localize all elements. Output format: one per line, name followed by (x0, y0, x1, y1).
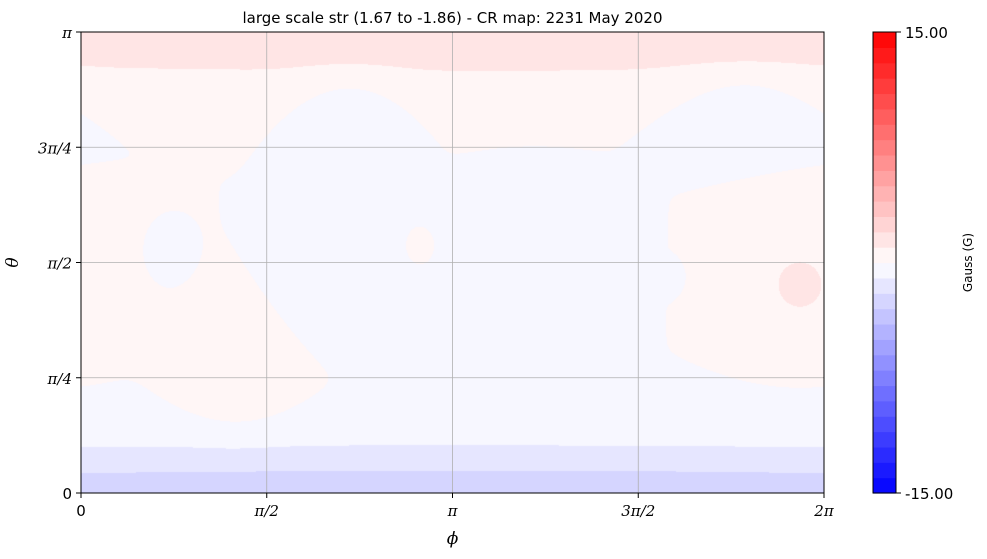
colorbar-band (873, 400, 896, 417)
y-tick-label: π/4 (47, 370, 72, 388)
colorbar-band (873, 477, 896, 494)
x-axis-label: ϕ (447, 529, 459, 549)
x-tick-label: 0 (76, 502, 86, 520)
colorbar-bands (873, 32, 896, 494)
colorbar-band (873, 32, 896, 48)
colorbar-band (873, 247, 896, 264)
colorbar: 15.00 -15.00 Gauss (G) (872, 24, 975, 503)
colorbar-band (873, 47, 896, 64)
colorbar-band (873, 216, 896, 233)
colorbar-band (873, 370, 896, 387)
colorbar-band (873, 293, 896, 310)
x-tick-label: π/2 (254, 502, 279, 520)
y-tick-label: π (61, 24, 73, 42)
colorbar-band (873, 308, 896, 325)
colorbar-label: Gauss (G) (961, 233, 975, 292)
colorbar-frame (872, 31, 897, 494)
y-tick-label: 0 (62, 485, 72, 503)
x-tick-label: 3π/2 (621, 502, 655, 520)
y-axis-label: θ (3, 257, 23, 267)
y-tick-label: π/2 (47, 255, 72, 273)
x-tick-label: 2π (813, 502, 835, 520)
colorbar-band (873, 277, 896, 294)
colorbar-band (873, 354, 896, 371)
colorbar-band (873, 262, 896, 279)
colorbar-band (873, 124, 896, 141)
colorbar-band (873, 78, 896, 95)
colorbar-band (873, 416, 896, 433)
colorbar-band (873, 446, 896, 463)
colorbar-band (873, 231, 896, 248)
colorbar-band (873, 185, 896, 202)
y-tick-label: 3π/4 (38, 139, 72, 157)
colorbar-band (873, 323, 896, 340)
colorbar-band (873, 62, 896, 79)
colorbar-band (873, 385, 896, 402)
colorbar-band (873, 431, 896, 448)
chart-title: large scale str (1.67 to -1.86) - CR map… (243, 9, 663, 27)
grid-lines (81, 32, 824, 493)
colorbar-band (873, 93, 896, 110)
colorbar-band (873, 154, 896, 171)
colorbar-band (873, 201, 896, 217)
colorbar-min-label: -15.00 (905, 485, 953, 503)
colorbar-band (873, 108, 896, 125)
colorbar-band (873, 339, 896, 356)
colorbar-max-label: 15.00 (905, 24, 948, 42)
colorbar-band (873, 139, 896, 156)
colorbar-band (873, 170, 896, 187)
y-axis: 0 π/4 π/2 3π/4 π (38, 24, 81, 503)
x-tick-label: π (447, 502, 459, 520)
colorbar-band (873, 462, 896, 479)
x-axis: 0 π/2 π 3π/2 2π (76, 493, 835, 520)
